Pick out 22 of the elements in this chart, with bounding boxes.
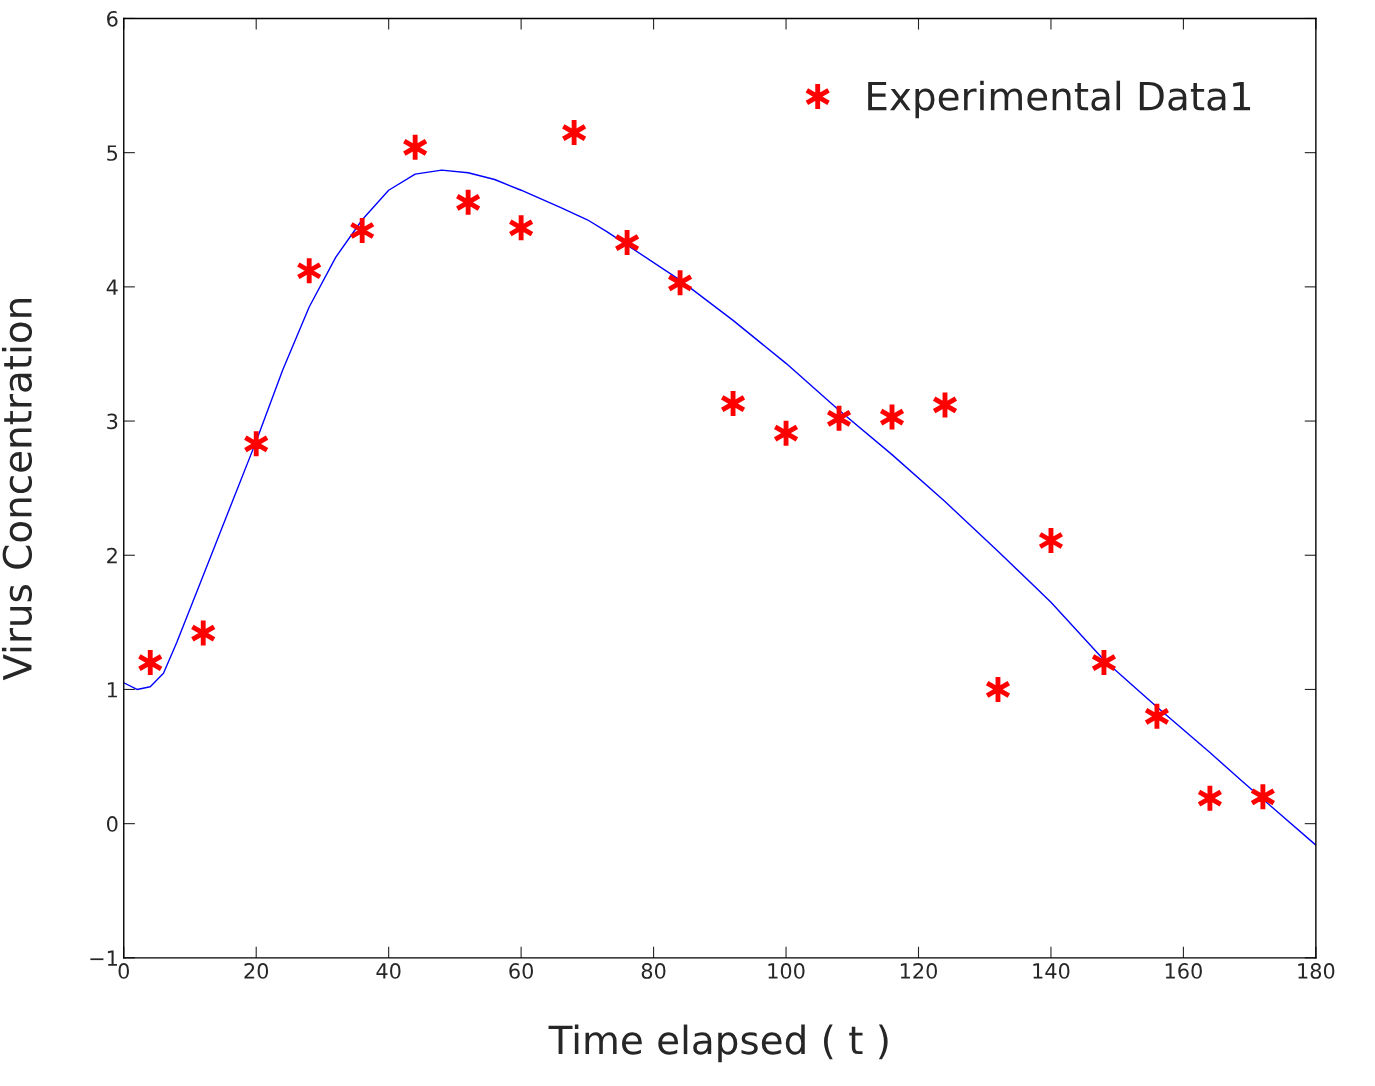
x-tick-label: 20: [244, 963, 269, 979]
x-tick-label: 60: [509, 963, 533, 979]
y-tick-label: 6: [107, 10, 118, 27]
x-tick-label: 100: [768, 963, 805, 979]
line-series: [123, 169, 1316, 846]
x-tick-label: 140: [1033, 963, 1070, 979]
y-tick-label: 4: [106, 279, 118, 295]
legend-label: Experimental Data1: [868, 80, 1251, 119]
y-axis-title: Virus Concentration: [1, 299, 33, 681]
y-tick-label: 3: [107, 413, 118, 430]
y-tick-label: 1: [107, 682, 117, 698]
x-tick-label: 0: [118, 963, 129, 979]
x-tick-label: 160: [1165, 963, 1202, 979]
x-tick-label: 180: [1298, 963, 1335, 979]
y-tick-label: 2: [107, 547, 117, 564]
y-tick-label: 5: [107, 145, 118, 161]
y-tick-label: −1: [90, 950, 117, 966]
y-tick-label: 0: [107, 816, 118, 832]
x-axis-title: Time elapsed ( t ): [548, 1024, 888, 1063]
x-tick-label: 40: [376, 963, 401, 979]
x-tick-label: 120: [900, 963, 937, 979]
x-tick-label: 80: [641, 963, 666, 979]
